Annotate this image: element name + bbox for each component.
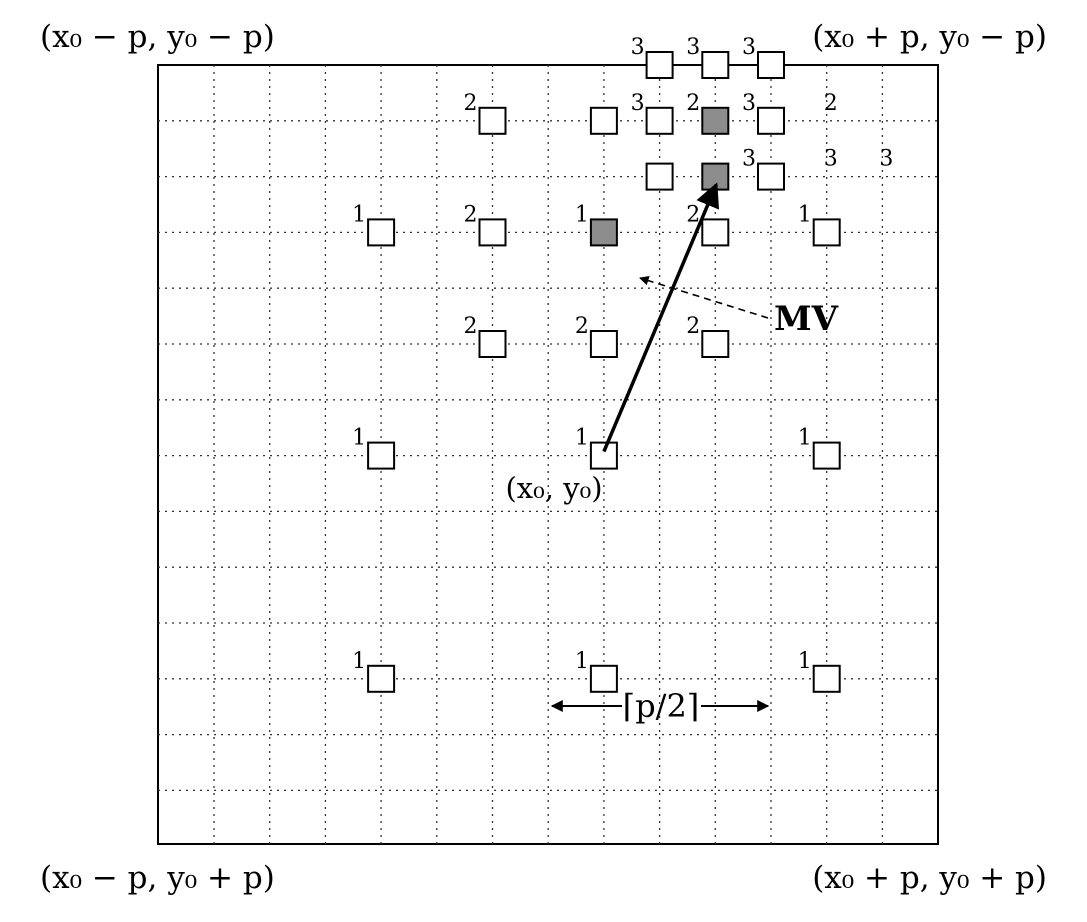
motion-vector-arrow bbox=[602, 182, 720, 453]
step-number-label: 3 bbox=[824, 147, 838, 172]
search-point bbox=[701, 330, 730, 358]
mv-pointer-arrow bbox=[639, 275, 769, 319]
step-number-label: 2 bbox=[464, 314, 478, 339]
step-number-label: 2 bbox=[686, 314, 700, 339]
step-number-label: 3 bbox=[742, 35, 756, 60]
step-number-label: 1 bbox=[798, 202, 812, 227]
search-point bbox=[812, 441, 841, 470]
step-number-label: 1 bbox=[352, 649, 366, 674]
step-number-label: 2 bbox=[824, 91, 838, 116]
origin-label: (x₀, y₀) bbox=[505, 471, 602, 505]
step-number-label: 2 bbox=[464, 91, 478, 116]
step-number-label: 3 bbox=[686, 35, 700, 60]
search-point bbox=[589, 106, 618, 135]
search-point bbox=[645, 162, 674, 191]
search-point bbox=[701, 51, 730, 79]
search-point bbox=[478, 218, 507, 247]
step-number-label: 2 bbox=[575, 314, 589, 339]
step-number-label: 1 bbox=[575, 649, 589, 674]
search-point bbox=[478, 106, 507, 135]
step-number-label: 2 bbox=[686, 91, 700, 116]
search-points: 1 1 1 1 1 1 1 1 1 2 2 2 2 2 2 2 3 3 3 3 3 3 bbox=[352, 35, 841, 693]
search-point bbox=[589, 664, 618, 693]
step-number-label: 1 bbox=[352, 202, 366, 227]
search-point bbox=[812, 664, 841, 693]
step-number-label: 1 bbox=[798, 649, 812, 674]
step-number-label: 1 bbox=[352, 426, 366, 451]
corner-label-top-right: (x₀ + p, y₀ − p) bbox=[812, 19, 1047, 55]
search-point bbox=[757, 106, 785, 135]
search-point bbox=[367, 664, 396, 693]
search-point bbox=[589, 330, 618, 358]
search-point bbox=[478, 330, 507, 358]
search-point bbox=[645, 106, 674, 135]
search-point-selected bbox=[589, 218, 618, 247]
search-point bbox=[812, 218, 841, 247]
step-number-label: 1 bbox=[575, 202, 589, 227]
corner-label-bottom-right: (x₀ + p, y₀ + p) bbox=[812, 860, 1047, 896]
search-point-selected bbox=[701, 106, 730, 135]
search-point bbox=[757, 162, 785, 191]
step-labels: 2 3 3 bbox=[824, 91, 894, 172]
step-number-label: 3 bbox=[631, 91, 645, 116]
mv-label: MV bbox=[774, 299, 839, 339]
step-number-label: 1 bbox=[798, 426, 812, 451]
search-point bbox=[367, 218, 396, 247]
step-number-label: 3 bbox=[879, 147, 893, 172]
search-point bbox=[645, 51, 674, 79]
step-number-label: 3 bbox=[631, 35, 645, 60]
step-size-label: ⌈p/2⌉ bbox=[623, 687, 700, 725]
step-number-label: 1 bbox=[575, 426, 589, 451]
step-number-label: 2 bbox=[464, 202, 478, 227]
search-point bbox=[589, 441, 618, 470]
search-point bbox=[367, 441, 396, 470]
step-number-label: 3 bbox=[742, 147, 756, 172]
corner-label-bottom-left: (x₀ − p, y₀ + p) bbox=[40, 860, 275, 896]
step-number-label: 3 bbox=[742, 91, 756, 116]
search-point bbox=[701, 218, 730, 247]
corner-label-top-left: (x₀ − p, y₀ − p) bbox=[40, 19, 275, 55]
search-point bbox=[757, 51, 785, 79]
